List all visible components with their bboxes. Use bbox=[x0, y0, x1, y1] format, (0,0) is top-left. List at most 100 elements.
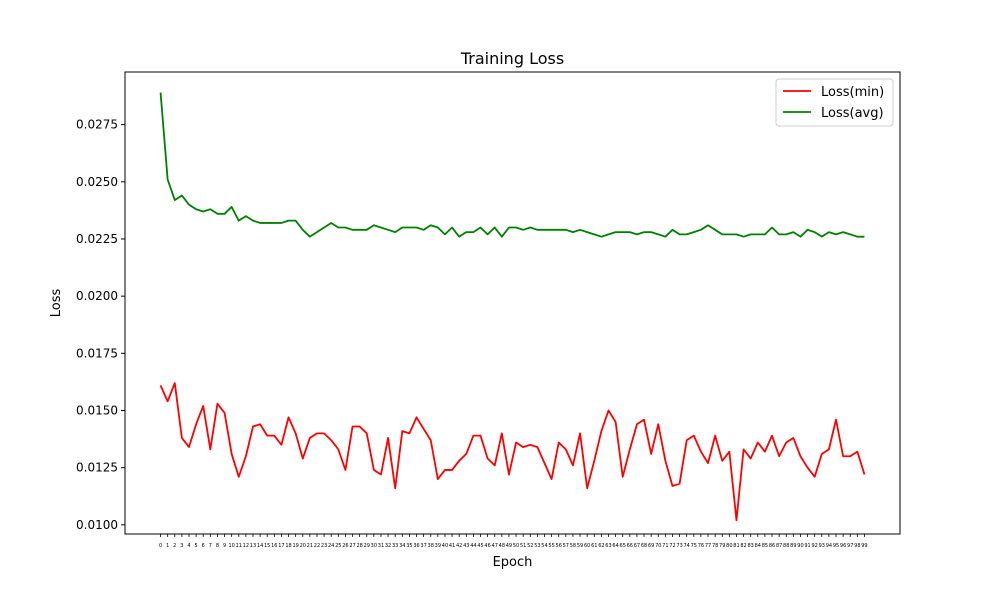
x-tick-label: 18 bbox=[285, 543, 291, 549]
x-tick-label: 46 bbox=[484, 543, 490, 549]
x-tick-label: 95 bbox=[833, 543, 839, 549]
x-tick-label: 17 bbox=[278, 543, 284, 549]
x-tick-label: 62 bbox=[598, 543, 604, 549]
x-tick-label: 68 bbox=[641, 543, 647, 549]
x-tick-label: 81 bbox=[733, 543, 739, 549]
x-tick-label: 72 bbox=[669, 543, 675, 549]
x-tick-label: 73 bbox=[676, 543, 682, 549]
x-tick-label: 40 bbox=[442, 543, 448, 549]
x-tick-label: 16 bbox=[271, 543, 277, 549]
x-tick-label: 23 bbox=[321, 543, 327, 549]
x-tick-label: 85 bbox=[762, 543, 768, 549]
x-tick-label: 35 bbox=[406, 543, 412, 549]
x-tick-label: 90 bbox=[797, 543, 803, 549]
x-tick-label: 79 bbox=[719, 543, 725, 549]
x-tick-label: 45 bbox=[477, 543, 483, 549]
legend-label-loss-avg: Loss(avg) bbox=[821, 106, 884, 121]
x-tick-label: 43 bbox=[463, 543, 469, 549]
x-tick-label: 30 bbox=[371, 543, 377, 549]
x-tick-label: 44 bbox=[470, 543, 476, 549]
x-tick-label: 47 bbox=[492, 543, 498, 549]
x-tick-label: 76 bbox=[698, 543, 704, 549]
x-tick-label: 91 bbox=[804, 543, 810, 549]
x-tick-label: 38 bbox=[428, 543, 434, 549]
x-tick-label: 26 bbox=[342, 543, 348, 549]
x-tick-label: 48 bbox=[499, 543, 505, 549]
x-tick-label: 41 bbox=[449, 543, 455, 549]
x-tick-label: 63 bbox=[605, 543, 611, 549]
x-tick-label: 57 bbox=[563, 543, 569, 549]
plot-frame bbox=[124, 71, 901, 535]
x-tick-label: 98 bbox=[854, 543, 860, 549]
x-tick-label: 19 bbox=[292, 543, 298, 549]
x-tick-label: 65 bbox=[620, 543, 626, 549]
y-tick-label: 0.0225 bbox=[76, 232, 118, 246]
legend: Loss(min) Loss(avg) bbox=[775, 78, 894, 127]
x-tick-label: 2 bbox=[173, 543, 176, 549]
x-tick-label: 67 bbox=[634, 543, 640, 549]
x-tick-label: 8 bbox=[216, 543, 219, 549]
x-tick-label: 61 bbox=[591, 543, 597, 549]
x-tick-label: 7 bbox=[209, 543, 212, 549]
x-tick-label: 52 bbox=[527, 543, 533, 549]
x-tick-label: 54 bbox=[541, 543, 547, 549]
x-tick-label: 49 bbox=[506, 543, 512, 549]
x-tick-label: 82 bbox=[740, 543, 746, 549]
x-tick-label: 33 bbox=[392, 543, 398, 549]
x-tick-label: 89 bbox=[790, 543, 796, 549]
y-tick-label: 0.0275 bbox=[76, 118, 118, 132]
series-line-loss-avg bbox=[159, 92, 865, 238]
x-tick-label: 64 bbox=[612, 543, 618, 549]
x-tick-label: 55 bbox=[548, 543, 554, 549]
x-tick-label: 58 bbox=[570, 543, 576, 549]
x-tick-label: 66 bbox=[627, 543, 633, 549]
x-tick-label: 56 bbox=[556, 543, 562, 549]
x-axis-label: Epoch bbox=[493, 555, 533, 570]
y-tick-label: 0.0150 bbox=[76, 403, 118, 417]
x-tick-label: 5 bbox=[195, 543, 198, 549]
x-tick-label: 0 bbox=[159, 543, 162, 549]
x-tick-label: 34 bbox=[399, 543, 405, 549]
x-tick-label: 88 bbox=[783, 543, 789, 549]
x-tick-label: 32 bbox=[385, 543, 391, 549]
x-tick-label: 87 bbox=[776, 543, 782, 549]
x-tick-label: 74 bbox=[684, 543, 690, 549]
x-tick-label: 31 bbox=[378, 543, 384, 549]
y-axis-ticks: 0.0100 0.0125 0.0150 0.0175 0.0200 0.0225 0.02… bbox=[76, 118, 125, 532]
x-tick-label: 25 bbox=[335, 543, 341, 549]
x-tick-label: 42 bbox=[456, 543, 462, 549]
x-tick-label: 13 bbox=[250, 543, 256, 549]
x-tick-label: 59 bbox=[577, 543, 583, 549]
y-axis-label: Loss bbox=[49, 289, 64, 318]
x-tick-label: 37 bbox=[420, 543, 426, 549]
x-tick-label: 83 bbox=[748, 543, 754, 549]
x-tick-label: 27 bbox=[349, 543, 355, 549]
x-tick-label: 77 bbox=[705, 543, 711, 549]
x-tick-label: 10 bbox=[228, 543, 234, 549]
y-tick-label: 0.0250 bbox=[76, 175, 118, 189]
x-tick-label: 51 bbox=[520, 543, 526, 549]
x-tick-label: 39 bbox=[435, 543, 441, 549]
x-tick-label: 50 bbox=[513, 543, 519, 549]
y-tick-label: 0.0125 bbox=[76, 461, 118, 475]
x-tick-label: 9 bbox=[223, 543, 226, 549]
series-layer bbox=[159, 92, 866, 522]
x-tick-label: 60 bbox=[584, 543, 590, 549]
x-tick-label: 1 bbox=[166, 543, 169, 549]
y-tick-label: 0.0175 bbox=[76, 346, 118, 360]
x-tick-label: 53 bbox=[534, 543, 540, 549]
x-tick-label: 92 bbox=[811, 543, 817, 549]
x-tick-label: 14 bbox=[257, 543, 263, 549]
x-tick-label: 28 bbox=[356, 543, 362, 549]
x-tick-label: 94 bbox=[826, 543, 832, 549]
legend-label-loss-min: Loss(min) bbox=[821, 85, 884, 100]
x-tick-label: 80 bbox=[726, 543, 732, 549]
chart-title: Training Loss bbox=[460, 49, 564, 68]
x-tick-label: 22 bbox=[314, 543, 320, 549]
x-tick-label: 3 bbox=[180, 543, 183, 549]
x-tick-label: 96 bbox=[840, 543, 846, 549]
x-tick-label: 21 bbox=[307, 543, 313, 549]
x-tick-label: 78 bbox=[712, 543, 718, 549]
x-tick-label: 29 bbox=[364, 543, 370, 549]
